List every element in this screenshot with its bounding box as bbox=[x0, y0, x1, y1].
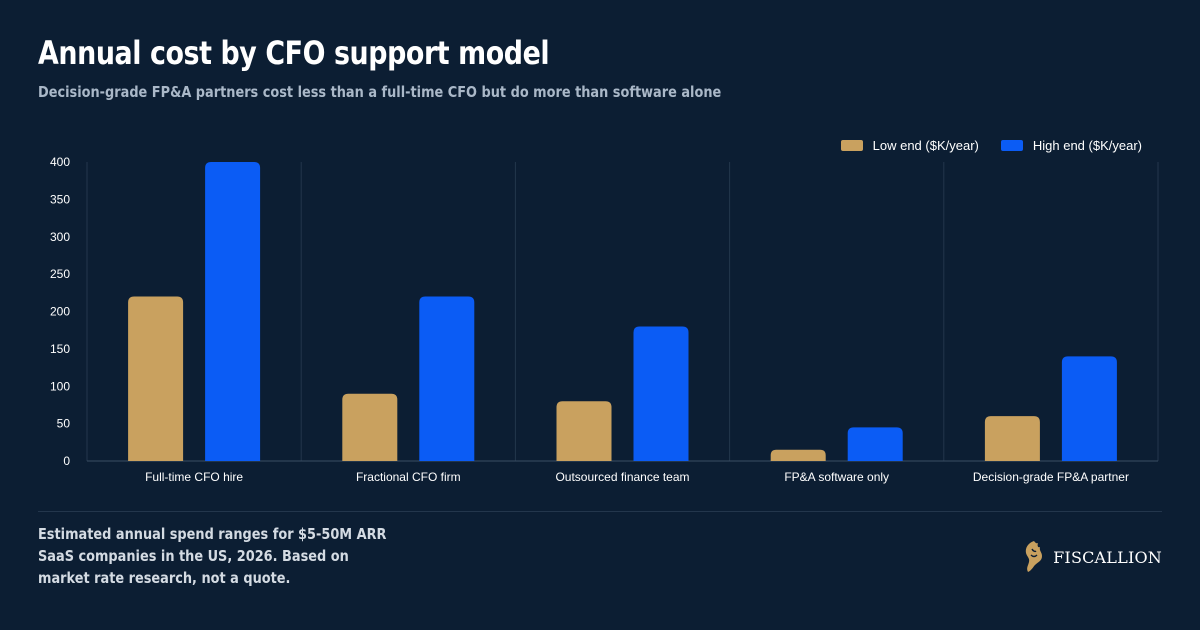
bar-high-end bbox=[633, 326, 689, 461]
bar-high-end bbox=[1061, 356, 1117, 461]
bar-low-end bbox=[770, 449, 826, 461]
bar-chart: 0 50 100 150 200 250 300 350 400 Full-time CFO h… bbox=[50, 155, 1159, 484]
legend-item-low: Low end ($K/year) bbox=[840, 138, 979, 153]
brand: FISCALLION bbox=[1023, 540, 1162, 574]
y-tick-label: 50 bbox=[57, 417, 71, 431]
bar-low-end bbox=[342, 393, 398, 461]
legend-swatch-high bbox=[1000, 140, 1023, 151]
footnote: Estimated annual spend ranges for $5-50M… bbox=[38, 525, 387, 587]
bar-low-end bbox=[984, 416, 1040, 461]
legend-swatch-low bbox=[840, 140, 863, 151]
legend-label-low: Low end ($K/year) bbox=[872, 138, 979, 153]
x-category-label: Fractional CFO firm bbox=[356, 470, 461, 484]
bar-high-end bbox=[847, 427, 903, 461]
chart-subtitle: Decision-grade FP&A partners cost less t… bbox=[38, 83, 722, 101]
y-tick-label: 250 bbox=[50, 267, 70, 281]
y-tick-label: 0 bbox=[63, 454, 70, 468]
chart-title: Annual cost by CFO support model bbox=[38, 34, 550, 72]
bar-high-end bbox=[419, 296, 475, 461]
legend: Low end ($K/year) High end ($K/year) bbox=[840, 138, 1142, 153]
x-category-label: FP&A software only bbox=[784, 470, 889, 484]
y-tick-label: 300 bbox=[50, 230, 70, 244]
y-tick-label: 350 bbox=[50, 192, 70, 206]
y-tick-label: 100 bbox=[50, 379, 70, 393]
y-tick-label: 150 bbox=[50, 342, 70, 356]
bar-high-end bbox=[205, 162, 261, 461]
legend-label-high: High end ($K/year) bbox=[1032, 138, 1142, 153]
y-tick-label: 400 bbox=[50, 155, 70, 169]
x-category-label: Decision-grade FP&A partner bbox=[973, 470, 1129, 484]
bar-low-end bbox=[128, 296, 184, 461]
bars bbox=[128, 162, 1117, 461]
bar-low-end bbox=[556, 401, 612, 461]
x-category-label: Full-time CFO hire bbox=[145, 470, 243, 484]
grid-lines bbox=[86, 162, 1159, 462]
lion-head-icon bbox=[1025, 541, 1043, 572]
x-axis: Full-time CFO hire Fractional CFO firm Out… bbox=[145, 470, 1129, 484]
y-axis: 0 50 100 150 200 250 300 350 400 bbox=[50, 155, 70, 468]
y-tick-label: 200 bbox=[50, 305, 70, 319]
x-category-label: Outsourced finance team bbox=[555, 470, 689, 484]
legend-item-high: High end ($K/year) bbox=[1000, 138, 1142, 153]
brand-name: FISCALLION bbox=[1053, 547, 1162, 567]
footer-divider bbox=[38, 511, 1162, 512]
